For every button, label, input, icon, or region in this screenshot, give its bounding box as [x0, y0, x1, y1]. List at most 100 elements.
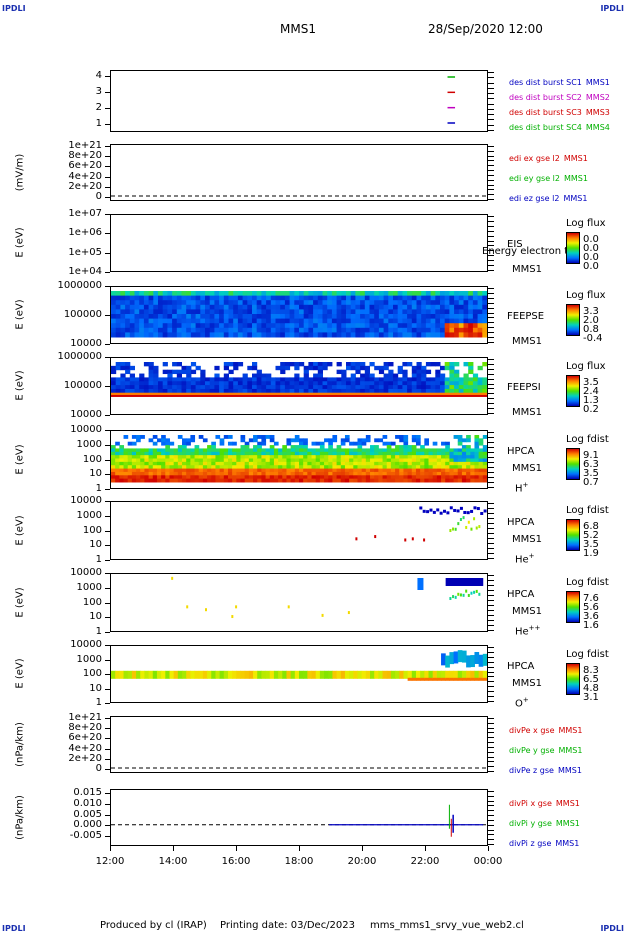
spectrogram-cell — [393, 327, 399, 333]
spectrogram-cell — [144, 465, 150, 470]
spectrogram-cell — [390, 458, 396, 463]
spectrogram-cell — [205, 300, 211, 306]
spectrogram-cell — [270, 332, 276, 338]
spectrogram-cell — [374, 309, 380, 315]
spectrogram-cell — [436, 448, 442, 453]
spectrogram-cell — [148, 304, 154, 310]
spectrogram-cell — [353, 478, 358, 483]
spectrogram-cell — [411, 670, 417, 679]
legend-text: edi ex gse l2 — [509, 154, 560, 163]
spectrogram-cell — [449, 362, 455, 367]
spectrogram-cell — [364, 300, 370, 306]
spectrogram-cell — [253, 438, 258, 443]
spectrogram-cell — [374, 670, 379, 679]
spectrogram-cell — [186, 465, 191, 470]
spectrogram-cell — [386, 475, 392, 480]
spectrogram-cell — [140, 451, 145, 456]
spectrogram-cell — [402, 291, 408, 297]
spectrogram-cell — [440, 381, 446, 386]
spectrogram-cell — [395, 448, 400, 453]
spectrogram-cell — [403, 471, 409, 476]
spectrogram-cell — [307, 458, 313, 463]
spectrogram-cell — [257, 445, 262, 449]
time-tick-label: 18:00 — [284, 856, 314, 867]
spectrogram-cell — [468, 318, 474, 324]
spectrogram-cell — [186, 455, 191, 459]
spectrogram-cell — [275, 291, 281, 297]
spectrogram-cell — [219, 314, 225, 320]
spectrogram-cell — [324, 670, 329, 679]
spectrogram-cell — [190, 323, 197, 329]
spectrogram-cell — [177, 465, 183, 470]
spectrogram-cell — [265, 478, 271, 483]
spectrogram-cell — [315, 441, 321, 446]
spectrogram-cell — [482, 332, 487, 338]
spectrogram-cell — [269, 451, 275, 456]
spectrogram-cell — [148, 377, 154, 382]
spectrogram-cell — [211, 478, 216, 483]
spectrogram-cell — [152, 670, 158, 679]
spectrogram-cell — [436, 475, 442, 480]
spectrogram-cell — [227, 455, 233, 459]
spectrogram-cell — [115, 670, 120, 679]
spectrogram-cell — [416, 388, 422, 394]
spectrogram-cell — [261, 471, 267, 476]
spectrogram-cell — [169, 475, 175, 480]
spectrogram-cell — [477, 291, 483, 297]
spectrogram-cell — [444, 295, 450, 301]
spectrogram-cell — [328, 448, 333, 453]
spectrogram-cell — [261, 465, 267, 470]
colorbar-value: 2.0 — [583, 315, 599, 326]
spectrogram-cell — [214, 332, 220, 338]
header-datetime: 28/Sep/2020 12:00 — [428, 22, 543, 36]
spectrogram-cell — [125, 295, 131, 301]
spectrogram-cell — [294, 377, 300, 382]
spectrogram-cell — [280, 304, 286, 310]
spectrogram-cell — [407, 318, 413, 324]
spectrogram-cell — [477, 388, 483, 394]
spectrogram-cell — [134, 304, 140, 310]
spectrogram-cell — [415, 438, 421, 443]
spectrogram-cell — [390, 451, 396, 456]
spectrogram-cell — [261, 332, 267, 338]
instrument-label: HPCA — [507, 589, 535, 600]
spectrogram-cell — [125, 300, 131, 306]
spectrogram-cell — [190, 369, 197, 375]
spectrogram-cell — [247, 327, 253, 333]
colorbar-value: 3.5 — [583, 377, 599, 388]
colorbar-value: 0.8 — [583, 324, 599, 335]
spectrogram-cell — [233, 314, 239, 320]
spectrogram-cell — [115, 323, 121, 329]
spectrogram-cell — [350, 327, 356, 333]
spectrogram-cell — [378, 461, 384, 466]
spectrogram-cell — [158, 295, 164, 301]
spectrogram-cell — [182, 461, 187, 466]
spectrogram-cell — [129, 314, 135, 320]
spectrogram-cell — [478, 448, 484, 453]
spectrogram-cell — [340, 451, 346, 456]
spectrogram-cell — [207, 458, 212, 463]
spectrogram-cell — [248, 471, 254, 476]
spectrogram-cell — [402, 332, 408, 338]
spectrogram-cell — [393, 318, 399, 324]
spectrogram-cell — [346, 318, 352, 324]
spectrogram-cell — [344, 451, 350, 456]
spectrogram-cell — [202, 455, 208, 459]
spectrogram-cell — [397, 318, 403, 324]
spectrogram-cell — [161, 451, 166, 456]
tick-label: 4e+20 — [68, 742, 102, 754]
spectrogram-cell — [458, 295, 464, 301]
spectrogram-cell — [158, 300, 164, 306]
spectrogram-cell — [308, 300, 314, 306]
spectrogram-cell — [336, 388, 342, 394]
spectrogram-cell — [336, 670, 342, 679]
spectrogram-cell — [266, 323, 272, 329]
tick-mark — [105, 836, 110, 837]
spectrogram-cell — [125, 381, 131, 386]
spectrogram-cell — [237, 314, 244, 320]
spectrogram-cell — [331, 332, 338, 338]
spectrogram-cell — [115, 332, 121, 338]
corner-mark-top-right: IPDLI — [600, 4, 624, 13]
spectrogram-cell — [176, 295, 182, 301]
colorbar-value: 0.0 — [583, 261, 599, 272]
